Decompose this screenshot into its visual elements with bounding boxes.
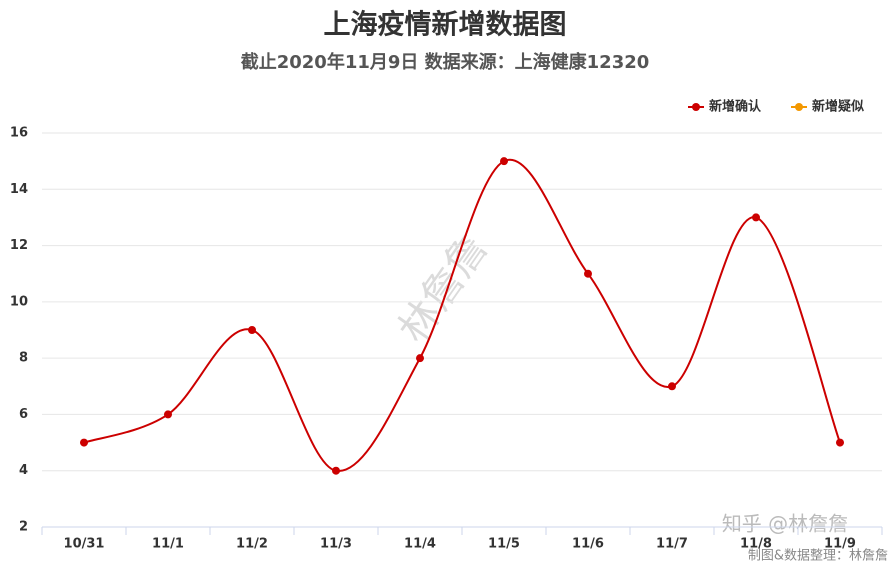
point [332,466,340,475]
x-tick-label: 11/6 [572,537,604,552]
point [836,438,844,447]
x-tick-label: 11/1 [152,537,184,552]
x-tick-label: 11/2 [236,537,268,552]
x-tick-label: 11/9 [824,537,856,552]
x-tick-label: 11/5 [488,537,520,552]
point [80,438,88,447]
point [416,354,424,363]
legend-marker [795,103,803,111]
y-tick-label: 12 [10,238,28,253]
line [83,158,841,472]
y-tick-label: 6 [19,407,28,422]
legend-label: 新增疑似 [812,99,864,115]
chart-subtitle: 截止2020年11月9日 数据来源：上海健康12320 [241,51,650,73]
y-tick-label: 2 [19,520,28,535]
y-tick-label: 16 [10,126,28,141]
y-tick-label: 4 [19,463,28,478]
legend-marker [692,103,700,111]
point [668,382,676,391]
y-tick-label: 10 [10,294,28,309]
y-tick-label: 14 [10,182,28,197]
point [164,410,172,419]
point [752,213,760,222]
credit: 制图&数据整理：林詹詹 [748,549,888,564]
point [584,269,592,278]
x-tick-label: 11/3 [320,537,352,552]
x-tick-label: 11/4 [404,537,436,552]
y-tick-label: 8 [19,351,28,366]
x-tick-label: 10/31 [64,537,105,552]
point [248,326,256,334]
x-tick-label: 11/7 [656,537,688,552]
legend-label: 新增确认 [709,99,762,115]
watermark: 知乎 @林詹詹 [722,512,848,536]
point [500,157,508,166]
x-tick-label: 11/8 [740,537,772,552]
chart-title: 上海疫情新增数据图 [324,9,567,41]
